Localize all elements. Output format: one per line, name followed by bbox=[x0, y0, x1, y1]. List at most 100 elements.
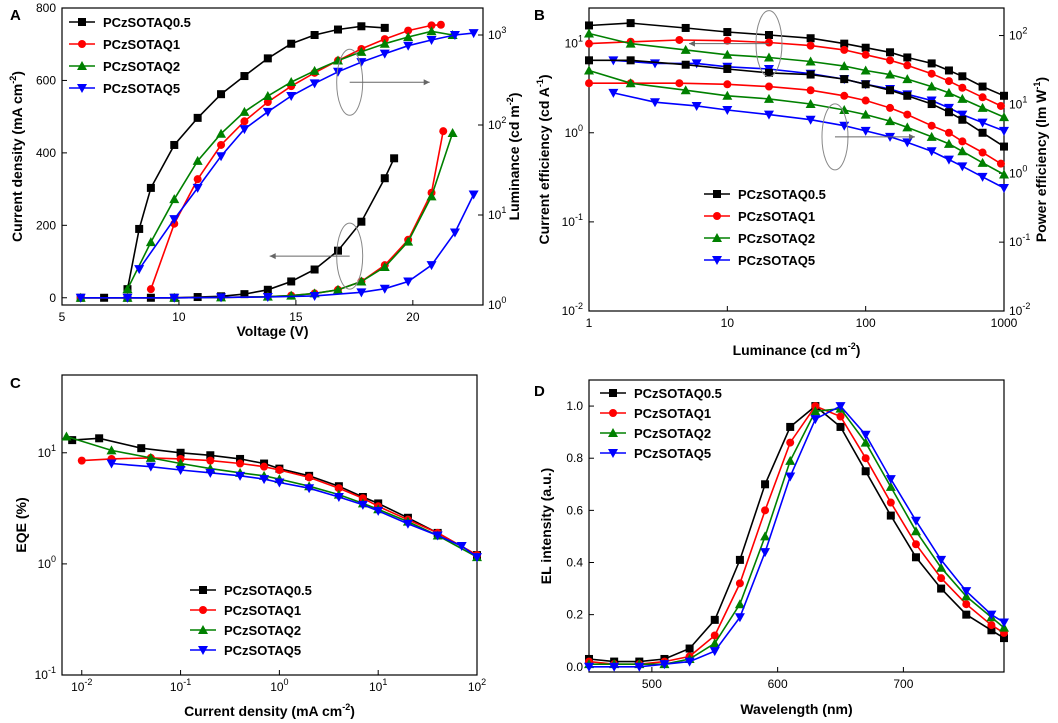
ce-series-point bbox=[840, 39, 849, 48]
x-tick-label: 10 bbox=[721, 316, 735, 330]
eqe-series-point bbox=[235, 471, 246, 481]
legend-marker bbox=[77, 84, 87, 93]
y-tick-label: 0.8 bbox=[566, 451, 583, 465]
el-series-point bbox=[584, 662, 594, 672]
legend-label: PCzSOTAQ5 bbox=[224, 643, 301, 658]
pe-series-point bbox=[977, 157, 988, 167]
current-series-point bbox=[356, 288, 367, 298]
eqe-series-point bbox=[175, 458, 186, 468]
pe-series-point bbox=[723, 64, 732, 73]
ce-series-point bbox=[944, 66, 953, 75]
ce-series-point bbox=[585, 21, 593, 30]
ce-series-point bbox=[977, 102, 988, 112]
current-series-point bbox=[332, 284, 343, 294]
el-series-point bbox=[936, 555, 947, 565]
el-series-point bbox=[885, 475, 896, 485]
luminance-series-point bbox=[192, 155, 203, 165]
legend-label: PCzSOTAQ2 bbox=[103, 59, 180, 74]
el-series-point bbox=[1000, 634, 1008, 643]
annotation-arrow-head bbox=[423, 79, 430, 86]
y2-tick-label-exp: 1 bbox=[501, 205, 506, 215]
ce-series bbox=[585, 35, 1005, 110]
y2-tick-label-exp: 2 bbox=[1022, 26, 1027, 36]
y2-tick-label: 101 bbox=[1009, 94, 1027, 111]
luminance-series-point bbox=[170, 140, 179, 149]
legend-label: PCzSOTAQ2 bbox=[738, 231, 815, 246]
eqe-series-point bbox=[175, 465, 186, 475]
pe-series-line bbox=[589, 82, 1002, 165]
y-tick-label: 100 bbox=[565, 123, 583, 140]
current-series-point bbox=[122, 293, 133, 303]
ce-series-point bbox=[723, 36, 732, 45]
y2-tick-label-exp: 0 bbox=[501, 295, 506, 305]
eqe-series-point bbox=[77, 456, 86, 465]
legend-label: PCzSOTAQ0.5 bbox=[738, 187, 826, 202]
legend-marker bbox=[608, 428, 618, 437]
eqe-series-point bbox=[402, 519, 413, 529]
ce-series-point bbox=[1000, 91, 1008, 100]
y-tick-label: 101 bbox=[38, 443, 56, 460]
x-tick-label: 600 bbox=[768, 677, 788, 691]
el-series-point bbox=[786, 422, 795, 431]
eqe-series-line bbox=[72, 437, 478, 556]
el-series-point bbox=[937, 584, 946, 593]
eqe-series-line bbox=[66, 435, 478, 558]
pe-series-point bbox=[957, 146, 968, 156]
legend-marker bbox=[713, 212, 721, 220]
el-series-point bbox=[961, 587, 972, 597]
el-series-point bbox=[785, 455, 796, 465]
y-axis-label: EL intensity (a.u.) bbox=[538, 468, 554, 584]
y-tick-label: 0.0 bbox=[566, 660, 583, 674]
annotation bbox=[688, 10, 783, 78]
x-axis-label: Luminance (cd m-2) bbox=[733, 341, 861, 358]
el-series-point bbox=[659, 660, 670, 670]
pe-series-point bbox=[860, 126, 871, 136]
plot-frame bbox=[588, 7, 1005, 312]
pe-series-point bbox=[625, 78, 636, 88]
y2-tick-label-base: 10 bbox=[488, 298, 502, 312]
x-axis-label-tail: ) bbox=[856, 342, 861, 358]
x-tick-label: 10 bbox=[172, 310, 186, 324]
eqe-series-point bbox=[456, 541, 467, 551]
y2-tick-label-base: 10 bbox=[1009, 29, 1023, 43]
luminance-series-point bbox=[193, 113, 202, 122]
el-series-line bbox=[589, 405, 1005, 668]
luminance-series-point bbox=[262, 107, 273, 117]
ce-series-point bbox=[999, 112, 1009, 122]
el-series-point bbox=[760, 548, 771, 558]
x-tick-label-base: 1 bbox=[586, 316, 593, 330]
el-series-point bbox=[761, 506, 770, 515]
x-tick-label-base: 10 bbox=[721, 316, 735, 330]
legend-label: PCzSOTAQ5 bbox=[634, 446, 711, 461]
x-tick-label: 500 bbox=[642, 677, 662, 691]
el-series-point bbox=[710, 631, 719, 640]
ce-series-point bbox=[927, 69, 936, 78]
current-series bbox=[76, 127, 448, 302]
y2-tick-label-base: 10 bbox=[488, 118, 502, 132]
y2-tick-label: 102 bbox=[488, 115, 506, 132]
y-axis-label-tail: ) bbox=[9, 71, 25, 76]
luminance-series-point bbox=[356, 58, 367, 68]
ce-series-point bbox=[806, 41, 815, 50]
luminance-series-point bbox=[240, 72, 249, 81]
y2-tick-label-base: 10 bbox=[1009, 97, 1023, 111]
current-series bbox=[75, 127, 458, 302]
y2-tick-label-base: 10 bbox=[488, 208, 502, 222]
y2-tick-label-base: 10 bbox=[1009, 235, 1023, 249]
luminance-series-point bbox=[263, 54, 272, 63]
eqe-series bbox=[68, 434, 481, 560]
y2-axis-label-tail: ) bbox=[506, 93, 522, 98]
el-series-point bbox=[810, 406, 821, 416]
current-series-point bbox=[310, 265, 319, 274]
el-series-point bbox=[734, 599, 745, 609]
x-tick-label-exp: 1 bbox=[382, 677, 387, 687]
ce-series-point bbox=[861, 50, 870, 59]
luminance-series-point bbox=[426, 35, 437, 45]
eqe-series-point bbox=[106, 459, 117, 469]
pe-series-point bbox=[840, 75, 849, 84]
pe-series-point bbox=[943, 155, 954, 165]
current-series-point bbox=[379, 284, 390, 294]
y-tick-label: 10-2 bbox=[562, 301, 583, 318]
x-tick-label: 15 bbox=[289, 310, 303, 324]
y2-axis-label-text: Power efficiency (lm W bbox=[1033, 89, 1049, 242]
